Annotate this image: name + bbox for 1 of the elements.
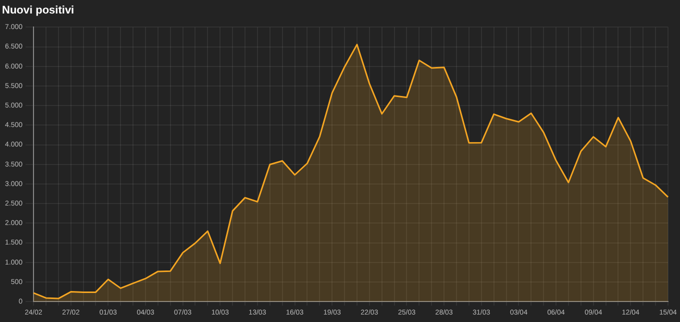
chart-title: Nuovi positivi: [2, 4, 74, 17]
